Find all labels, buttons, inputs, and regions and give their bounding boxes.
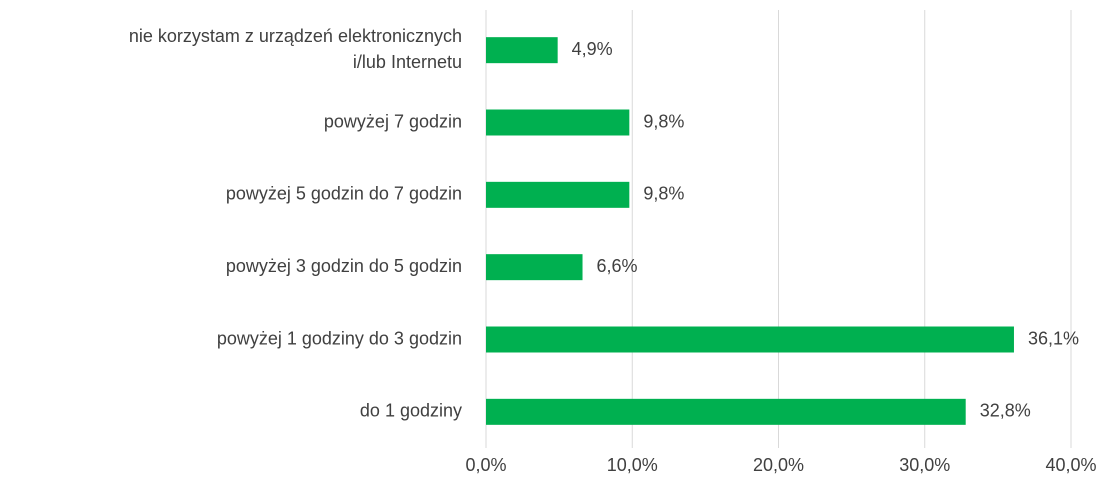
bar: [486, 326, 1014, 353]
data-label: 32,8%: [980, 401, 1031, 421]
bar: [486, 109, 630, 136]
y-tick-label: powyżej 3 godzin do 5 godzin: [226, 256, 462, 276]
x-tick-label: 20,0%: [753, 455, 804, 475]
y-tick-label: powyżej 1 godziny do 3 godzin: [217, 328, 462, 348]
data-label: 6,6%: [597, 256, 638, 276]
y-tick-label: powyżej 5 godzin do 7 godzin: [226, 184, 462, 204]
data-label: 36,1%: [1028, 328, 1079, 348]
x-tick-label: 40,0%: [1045, 455, 1096, 475]
x-tick-label: 0,0%: [465, 455, 506, 475]
data-label: 4,9%: [572, 39, 613, 59]
bar: [486, 37, 558, 64]
y-tick-label: do 1 godziny: [360, 401, 462, 421]
bar: [486, 181, 630, 208]
bar: [486, 398, 966, 425]
data-label: 9,8%: [643, 184, 684, 204]
y-tick-label: powyżej 7 godzin: [324, 111, 462, 131]
x-tick-label: 30,0%: [899, 455, 950, 475]
x-tick-label: 10,0%: [607, 455, 658, 475]
data-label: 9,8%: [643, 111, 684, 131]
y-tick-label: nie korzystam z urządzeń elektronicznych…: [129, 26, 462, 72]
bar: [486, 254, 583, 281]
